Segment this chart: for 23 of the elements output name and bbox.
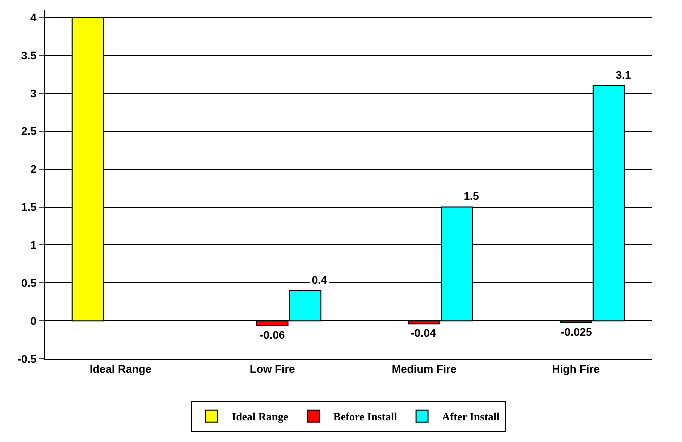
data-label: -0.06 [260, 330, 286, 342]
data-label: -0.04 [411, 328, 437, 340]
y-tick-label: 1 [30, 240, 37, 252]
y-tick-label: 0 [30, 316, 37, 328]
y-tick-label: -0.5 [18, 354, 37, 366]
data-label: 1.5 [464, 191, 480, 203]
y-tick-label: 1.5 [22, 202, 37, 214]
data-label: 3.1 [616, 70, 632, 82]
data-label: -0.025 [561, 327, 592, 339]
data-label: 0.4 [312, 275, 328, 287]
x-tick-label: Low Fire [250, 364, 296, 376]
y-tick-label: 0.5 [22, 278, 37, 290]
y-tick-label: 2.5 [22, 126, 37, 138]
x-tick-label: High Fire [552, 364, 600, 376]
x-tick-label: Ideal Range [90, 364, 152, 376]
legend-label: Ideal Range [232, 412, 289, 424]
x-tick-label: Medium Fire [392, 364, 457, 376]
legend-label: Before Install [334, 412, 398, 424]
y-tick-label: 2 [30, 164, 37, 176]
legend-label: After Install [442, 412, 500, 424]
y-tick-label: 4 [30, 12, 38, 24]
y-tick-label: 3 [30, 88, 37, 100]
y-tick-label: 3.5 [22, 50, 37, 62]
